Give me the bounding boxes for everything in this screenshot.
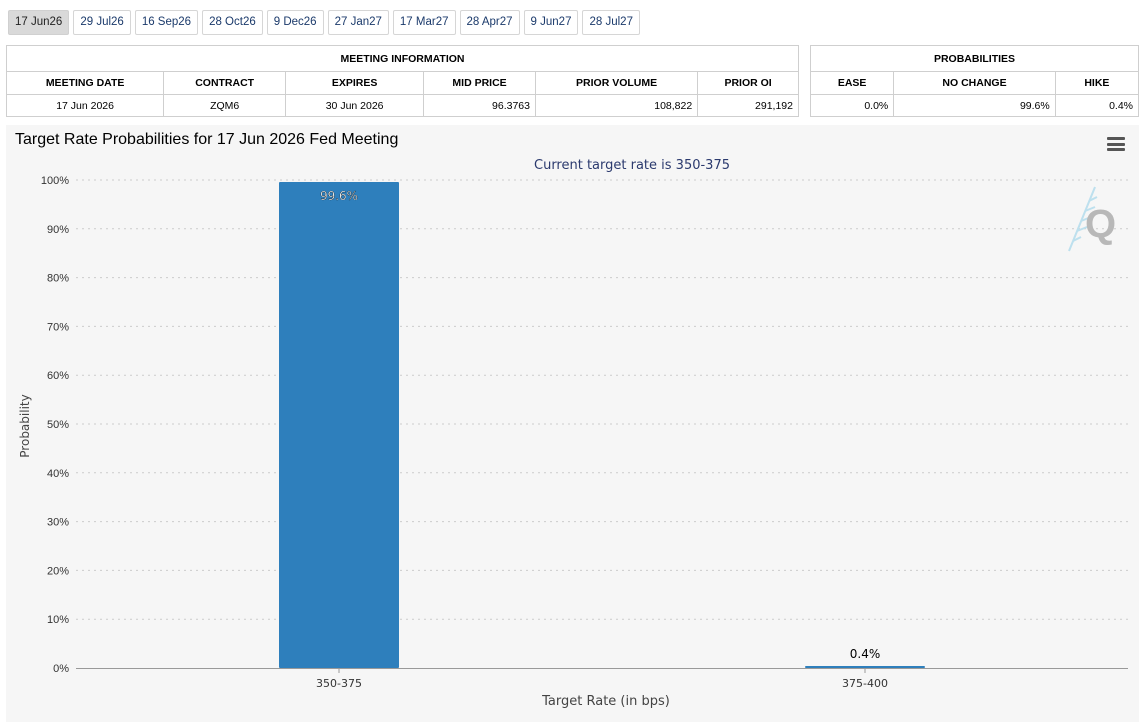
no-change-header: NO CHANGE bbox=[893, 71, 1056, 95]
meeting-date-value: 17 Jun 2026 bbox=[5, 94, 165, 117]
probabilities-table: PROBABILITIES EASE NO CHANGE HIKE 0.0% 9… bbox=[809, 45, 1140, 117]
contract-value: ZQM6 bbox=[163, 94, 287, 117]
tab-17-mar27[interactable]: 17 Mar27 bbox=[392, 10, 456, 35]
prior-volume-header: PRIOR VOLUME bbox=[534, 71, 699, 95]
bar-data-label: 0.4% bbox=[850, 647, 881, 661]
tab-9-jun27[interactable]: 9 Jun27 bbox=[523, 10, 579, 35]
chart-menu-icon[interactable] bbox=[1107, 137, 1125, 151]
y-tick-label: 40% bbox=[47, 468, 69, 480]
x-category-label: 375-400 bbox=[842, 677, 888, 690]
y-tick-label: 50% bbox=[47, 419, 69, 431]
watermark-letter: Q bbox=[1085, 202, 1116, 246]
y-tick-label: 90% bbox=[47, 224, 69, 236]
meeting-information-table: MEETING INFORMATION MEETING DATE CONTRAC… bbox=[5, 45, 799, 117]
ease-header: EASE bbox=[809, 71, 895, 95]
meeting-information-title: MEETING INFORMATION bbox=[6, 45, 799, 72]
watermark-logo-icon: Q bbox=[1068, 186, 1116, 252]
y-tick-label: 60% bbox=[47, 370, 69, 382]
meeting-date-header: MEETING DATE bbox=[5, 71, 165, 95]
probability-bar-chart: Current target rate is 350-375 0% 10% 20% 30… bbox=[18, 158, 1128, 709]
tab-28-jul27[interactable]: 28 Jul27 bbox=[582, 10, 640, 35]
prior-oi-header: PRIOR OI bbox=[697, 71, 799, 95]
bar-350-375 bbox=[279, 181, 399, 668]
hike-value: 0.4% bbox=[1054, 94, 1140, 117]
y-tick-label: 0% bbox=[53, 663, 69, 675]
bar-375-400 bbox=[805, 666, 925, 668]
ease-value: 0.0% bbox=[809, 94, 895, 117]
no-change-value: 99.6% bbox=[893, 94, 1056, 117]
y-tick-label: 100% bbox=[41, 175, 69, 187]
y-tick-label: 30% bbox=[47, 517, 69, 529]
tab-9-dec26[interactable]: 9 Dec26 bbox=[266, 10, 324, 35]
chart-subtitle: Current target rate is 350-375 bbox=[534, 158, 730, 173]
y-axis-title: Probability bbox=[18, 394, 32, 457]
prior-volume-value: 108,822 bbox=[534, 94, 699, 117]
tab-27-jan27[interactable]: 27 Jan27 bbox=[327, 10, 389, 35]
prior-oi-value: 291,192 bbox=[697, 94, 799, 117]
y-tick-label: 80% bbox=[47, 273, 69, 285]
chart-panel: Current target rate is 350-375 0% 10% 20% 30… bbox=[6, 125, 1139, 722]
y-tick-label: 70% bbox=[47, 321, 69, 333]
contract-header: CONTRACT bbox=[163, 71, 287, 95]
expires-value: 30 Jun 2026 bbox=[285, 94, 425, 117]
mid-price-value: 96.3763 bbox=[423, 94, 536, 117]
meeting-tabs: 17 Jun26 29 Jul26 16 Sep26 28 Oct26 9 De… bbox=[8, 10, 644, 35]
mid-price-header: MID PRICE bbox=[423, 71, 536, 95]
tab-16-sep26[interactable]: 16 Sep26 bbox=[134, 10, 199, 35]
y-tick-label: 10% bbox=[47, 614, 69, 626]
x-category-label: 350-375 bbox=[316, 677, 362, 690]
chart-title: Target Rate Probabilities for 17 Jun 202… bbox=[15, 131, 399, 148]
tab-28-oct26[interactable]: 28 Oct26 bbox=[202, 10, 263, 35]
probabilities-title: PROBABILITIES bbox=[810, 45, 1139, 72]
y-tick-label: 20% bbox=[47, 565, 69, 577]
tab-29-jul26[interactable]: 29 Jul26 bbox=[73, 10, 131, 35]
tab-28-apr27[interactable]: 28 Apr27 bbox=[459, 10, 520, 35]
tab-17-jun26[interactable]: 17 Jun26 bbox=[8, 10, 70, 35]
bar-data-label: 99.6% bbox=[320, 189, 358, 203]
hike-header: HIKE bbox=[1054, 71, 1140, 95]
expires-header: EXPIRES bbox=[285, 71, 425, 95]
x-axis-title: Target Rate (in bps) bbox=[541, 694, 670, 709]
